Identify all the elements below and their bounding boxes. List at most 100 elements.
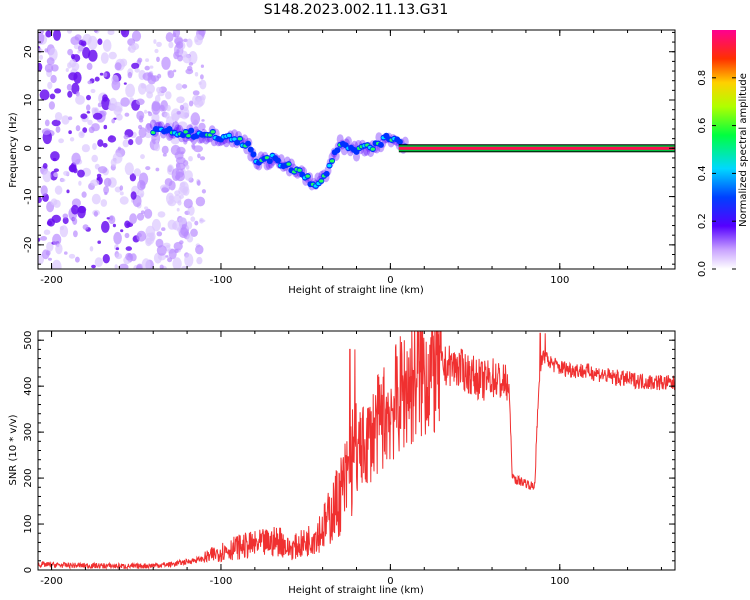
noise-speckle [154, 48, 159, 54]
noise-speckle [196, 180, 201, 186]
y-tick-label: 200 [23, 469, 34, 488]
noise-speckle [51, 119, 61, 127]
noise-speckle [77, 45, 84, 52]
noise-speckle [190, 228, 198, 237]
noise-speckle [69, 59, 77, 68]
noise-speckle [50, 151, 60, 162]
noise-speckle [120, 229, 124, 233]
noise-speckle [182, 54, 192, 64]
noise-speckle [110, 158, 117, 167]
ridge-peak [232, 137, 237, 141]
noise-speckle [186, 234, 194, 243]
noise-speckle [82, 127, 88, 133]
noise-speckle [146, 123, 151, 129]
spectrogram-x-label: Height of straight line (km) [288, 285, 424, 296]
ridge-peak [186, 134, 191, 138]
noise-speckle [54, 88, 62, 94]
noise-speckle [159, 104, 165, 112]
noise-speckle [168, 180, 176, 191]
noise-speckle [173, 69, 177, 73]
noise-speckle [38, 196, 42, 204]
noise-speckle [78, 131, 85, 139]
noise-speckle [119, 185, 124, 191]
noise-speckle [140, 83, 147, 89]
noise-speckle [86, 104, 91, 111]
y-tick-label: 10 [23, 94, 34, 107]
noise-speckle [136, 110, 145, 121]
noise-speckle [151, 218, 161, 232]
noise-speckle [80, 40, 87, 47]
noise-speckle [75, 95, 85, 105]
noise-speckle [136, 263, 144, 269]
noise-speckle [184, 170, 193, 181]
noise-speckle [156, 56, 160, 62]
noise-speckle [198, 81, 202, 85]
noise-speckle [155, 139, 159, 144]
noise-speckle [103, 72, 108, 78]
noise-speckle [166, 104, 171, 112]
noise-speckle [71, 204, 79, 215]
noise-speckle [49, 93, 56, 100]
colorbar-tick-label: 0.2 [697, 213, 708, 229]
noise-speckle [96, 177, 101, 181]
noise-speckle [176, 207, 180, 212]
noise-speckle [119, 191, 124, 196]
noise-speckle [111, 79, 121, 91]
noise-speckle [144, 208, 153, 219]
noise-speckle [106, 217, 110, 220]
noise-speckle [159, 264, 164, 269]
ridge-peak [237, 137, 243, 141]
x-tick-label: -100 [210, 275, 233, 286]
noise-speckle [165, 255, 169, 258]
noise-speckle [107, 135, 117, 143]
noise-speckle [194, 34, 203, 46]
noise-speckle [77, 205, 87, 214]
noise-speckle [157, 73, 162, 79]
noise-speckle [183, 198, 193, 209]
noise-speckle [107, 30, 115, 36]
noise-speckle [62, 216, 69, 225]
noise-speckle [153, 39, 157, 44]
noise-speckle [114, 62, 122, 71]
noise-speckle [184, 253, 194, 267]
noise-speckle [162, 153, 167, 157]
x-tick-label: -200 [40, 275, 63, 286]
noise-speckle [171, 168, 181, 182]
noise-speckle [144, 65, 150, 71]
noise-speckle [178, 185, 188, 196]
noise-speckle [87, 80, 92, 85]
noise-speckle [70, 36, 80, 46]
noise-speckle [86, 62, 93, 70]
noise-speckle [156, 41, 162, 48]
colorbar-tick-label: 0.0 [697, 261, 708, 277]
ridge-peak [370, 147, 375, 151]
noise-speckle [112, 223, 116, 228]
noise-speckle [125, 83, 135, 98]
noise-speckle [68, 130, 72, 135]
colorbar-gradient [712, 30, 736, 269]
noise-speckle [176, 162, 186, 171]
ridge-core [323, 170, 330, 177]
noise-speckle [125, 246, 132, 251]
ridge-halo [172, 121, 180, 132]
noise-speckle [197, 153, 201, 159]
noise-speckle [175, 83, 183, 91]
noise-speckle [124, 112, 130, 117]
noise-speckle [111, 118, 116, 124]
noise-speckle [120, 97, 130, 107]
noise-speckle [86, 111, 91, 114]
noise-speckle [197, 95, 205, 107]
noise-speckle [140, 193, 144, 198]
noise-speckle [172, 222, 178, 230]
noise-speckle [38, 31, 45, 45]
noise-speckle [61, 115, 70, 125]
noise-speckle [115, 247, 120, 251]
ridge-peak [305, 174, 310, 178]
noise-speckle [77, 169, 85, 178]
noise-speckle [157, 211, 166, 218]
noise-speckle [181, 265, 188, 269]
noise-speckle [48, 257, 52, 261]
noise-speckle [108, 97, 118, 111]
